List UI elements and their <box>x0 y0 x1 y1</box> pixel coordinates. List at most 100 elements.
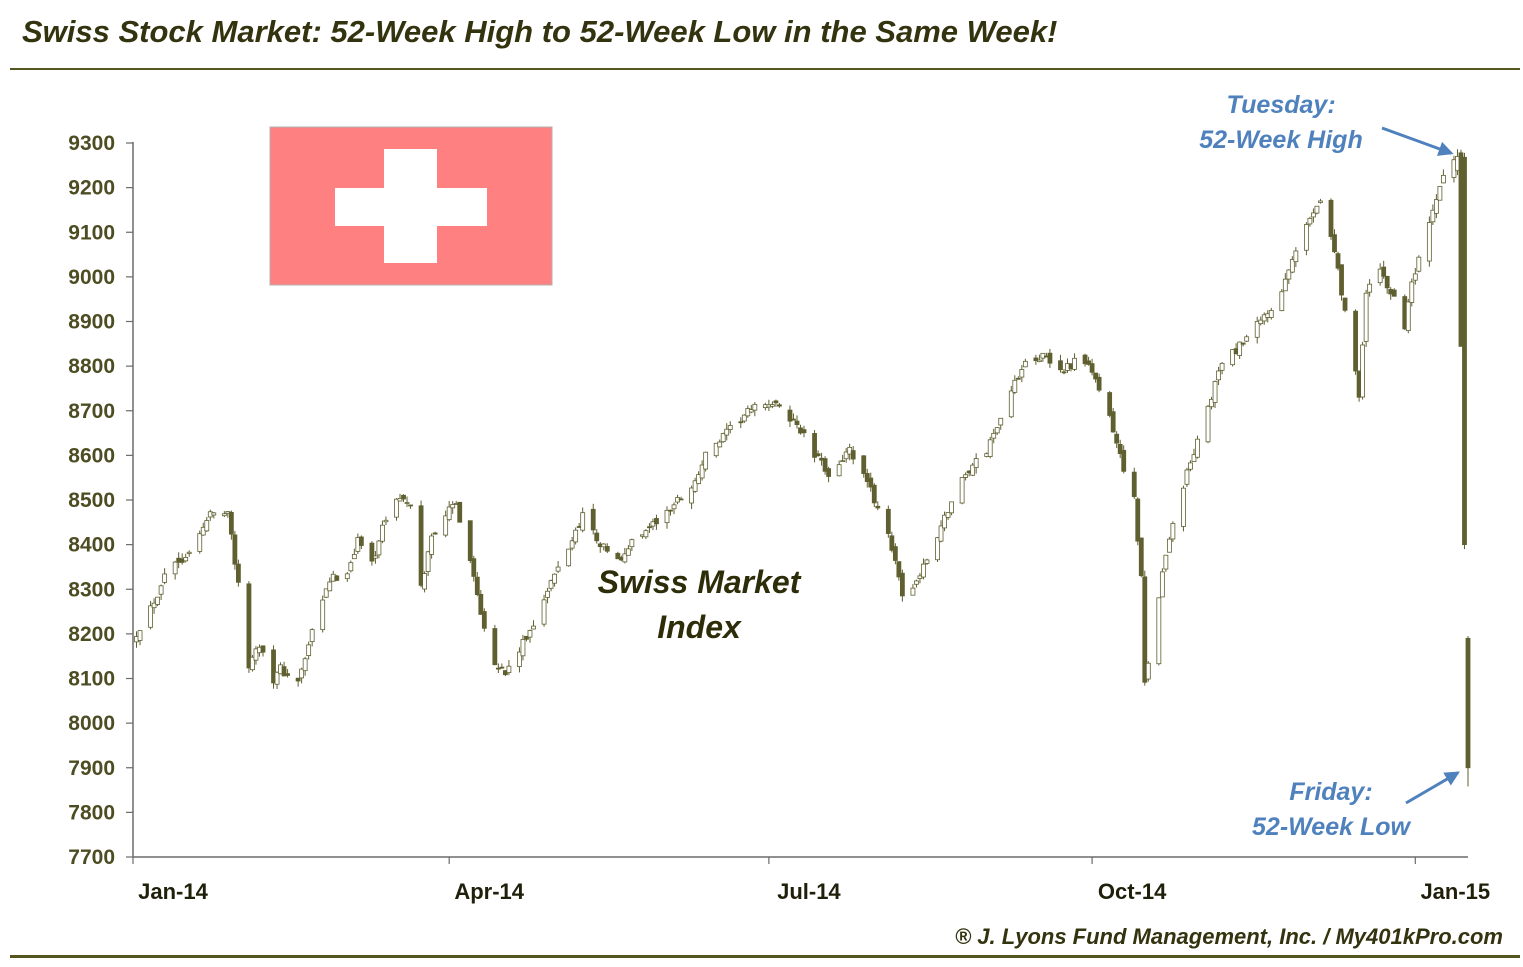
candle-body <box>875 505 881 509</box>
candle-body <box>896 561 902 578</box>
candle-body <box>1036 359 1042 363</box>
candle-body <box>457 501 463 523</box>
candle-body <box>1293 250 1299 263</box>
candle-body <box>162 573 168 583</box>
candle-body <box>404 502 410 504</box>
candle-body <box>158 585 164 595</box>
candle-body <box>274 671 280 685</box>
candle-body <box>309 629 315 643</box>
candle-body <box>1381 266 1387 277</box>
candle-body <box>1462 156 1467 546</box>
candle-body <box>1135 498 1141 542</box>
title-divider <box>10 68 1520 70</box>
candle-body <box>232 534 238 565</box>
candle-body <box>555 566 561 572</box>
candle-body <box>397 498 403 502</box>
y-tick-label: 8400 <box>68 534 115 557</box>
candle-body <box>850 450 856 460</box>
series-label-line: Swiss Market <box>598 564 802 600</box>
candle-body <box>429 535 435 555</box>
candle-body <box>864 473 870 482</box>
candle-body <box>998 417 1004 426</box>
annotations: Tuesday: 52-Week High Friday: 52-Week Low <box>1199 91 1460 841</box>
series-label: Swiss Market Index <box>598 564 802 645</box>
candle-body <box>183 557 189 562</box>
candle-body <box>826 468 832 477</box>
series-label-line: Index <box>657 609 742 645</box>
candle-body <box>914 580 919 585</box>
candle-body <box>204 520 210 532</box>
candle-body <box>351 554 357 560</box>
candle-body <box>1184 469 1190 485</box>
candle-body <box>520 639 526 657</box>
candle-body <box>422 573 427 590</box>
flag-cross-vertical <box>384 149 437 263</box>
candle-body <box>517 651 522 667</box>
candle-body <box>1008 390 1014 418</box>
candle-body <box>1342 297 1348 311</box>
candle-body <box>1268 310 1274 318</box>
candle-body <box>383 519 389 523</box>
candle-body <box>1353 310 1358 372</box>
y-tick-label: 9300 <box>68 132 115 155</box>
candle-body <box>1384 275 1390 289</box>
candle-body <box>629 539 635 548</box>
candle-body <box>1405 301 1411 332</box>
candle-body <box>594 532 600 542</box>
candle-body <box>1240 342 1246 345</box>
annotation-high-text: Tuesday: <box>1226 91 1335 119</box>
candle-body <box>892 546 898 561</box>
x-tick-label: Jan-14 <box>138 879 208 904</box>
candle-body <box>615 552 621 560</box>
y-tick-label: 8800 <box>68 355 115 378</box>
candle-body <box>1339 264 1344 296</box>
candle-body <box>727 425 733 430</box>
candle-body <box>868 477 874 488</box>
candle-body <box>671 504 677 510</box>
candle-body <box>253 648 259 661</box>
y-tick-label: 9000 <box>68 266 115 289</box>
candle-body <box>1416 256 1422 272</box>
candle-body <box>963 474 969 478</box>
candle-body <box>1261 314 1267 322</box>
candle-body <box>724 428 730 436</box>
candle-body <box>942 514 947 529</box>
candle-body <box>1219 362 1225 371</box>
y-tick-label: 8200 <box>68 623 115 646</box>
candle-body <box>541 599 547 625</box>
candle-body <box>186 551 192 554</box>
candle-body <box>478 593 484 615</box>
candle-body <box>527 630 533 638</box>
candle-body <box>777 404 782 407</box>
candle-body <box>1279 291 1285 312</box>
candle-body <box>531 625 536 630</box>
candle-body <box>987 439 993 457</box>
x-tick-label: Oct-14 <box>1098 879 1167 904</box>
candle-body <box>376 540 382 556</box>
candle-body <box>1170 523 1176 540</box>
attribution: ® J. Lyons Fund Management, Inc. / My401… <box>954 924 1503 949</box>
candle-body <box>1307 217 1313 225</box>
candle-body <box>221 513 227 517</box>
candle-body <box>1086 360 1091 365</box>
candle-body <box>1015 377 1021 380</box>
candle-body <box>1437 185 1443 201</box>
candle-body <box>235 563 241 583</box>
candle-body <box>552 573 557 584</box>
candle-body <box>481 611 487 629</box>
candle-body <box>1433 199 1439 214</box>
candle-body <box>524 635 529 640</box>
y-tick-label: 7700 <box>68 846 115 869</box>
candle-body <box>1465 637 1471 769</box>
candle-body <box>1216 370 1221 381</box>
candle-body <box>1412 273 1418 281</box>
candle-body <box>373 555 378 559</box>
candle-body <box>369 542 375 562</box>
candle-body <box>794 420 800 426</box>
candle-body <box>787 409 793 422</box>
candle-body <box>741 414 747 422</box>
candle-body <box>1012 379 1018 393</box>
candle-body <box>752 403 758 411</box>
candle-body <box>668 509 673 512</box>
